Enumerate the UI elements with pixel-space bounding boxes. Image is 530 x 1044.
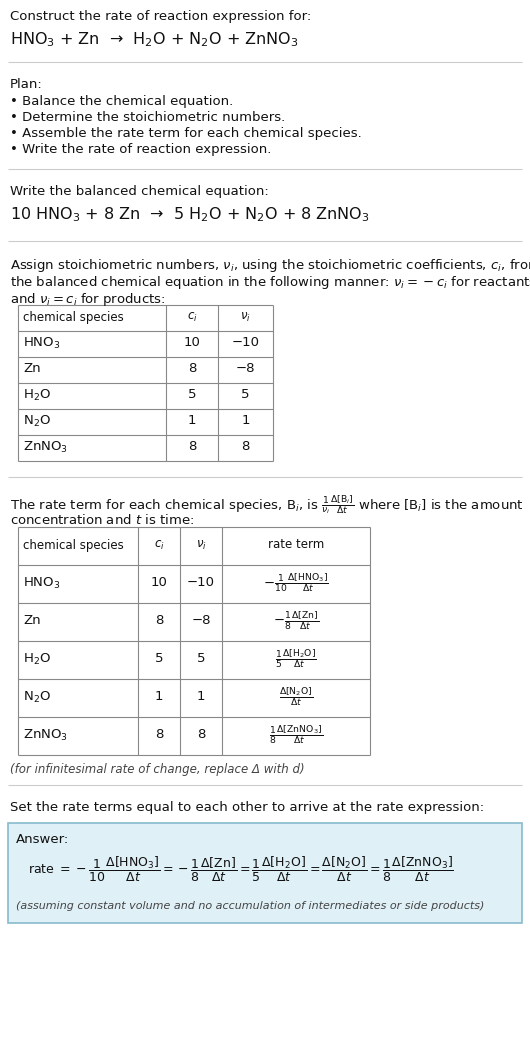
Text: $\frac{1}{8}\frac{\Delta[\mathrm{ZnNO_3}]}{\Delta t}$: $\frac{1}{8}\frac{\Delta[\mathrm{ZnNO_3}… bbox=[269, 723, 323, 746]
Text: 1: 1 bbox=[197, 690, 205, 704]
Text: rate term: rate term bbox=[268, 539, 324, 551]
Text: Write the balanced chemical equation:: Write the balanced chemical equation: bbox=[10, 185, 269, 198]
Text: 10: 10 bbox=[183, 336, 200, 350]
Text: 1: 1 bbox=[155, 690, 163, 704]
Text: The rate term for each chemical species, B$_i$, is $\frac{1}{\nu_i}\frac{\Delta[: The rate term for each chemical species,… bbox=[10, 493, 524, 516]
Text: 10: 10 bbox=[151, 576, 167, 590]
Text: 5: 5 bbox=[155, 652, 163, 665]
Text: Assign stoichiometric numbers, $\nu_i$, using the stoichiometric coefficients, $: Assign stoichiometric numbers, $\nu_i$, … bbox=[10, 257, 530, 274]
Text: (assuming constant volume and no accumulation of intermediates or side products): (assuming constant volume and no accumul… bbox=[16, 901, 484, 911]
Text: 5: 5 bbox=[197, 652, 205, 665]
Text: • Balance the chemical equation.: • Balance the chemical equation. bbox=[10, 95, 233, 108]
Text: 8: 8 bbox=[241, 441, 250, 453]
Text: −8: −8 bbox=[191, 615, 211, 627]
Text: Answer:: Answer: bbox=[16, 833, 69, 846]
Text: • Assemble the rate term for each chemical species.: • Assemble the rate term for each chemic… bbox=[10, 127, 362, 140]
Text: 8: 8 bbox=[197, 729, 205, 741]
Text: 8: 8 bbox=[188, 441, 196, 453]
Text: 1: 1 bbox=[188, 414, 196, 427]
Text: 8: 8 bbox=[188, 362, 196, 376]
FancyBboxPatch shape bbox=[8, 823, 522, 923]
Text: • Determine the stoichiometric numbers.: • Determine the stoichiometric numbers. bbox=[10, 111, 285, 124]
Text: H$_2$O: H$_2$O bbox=[23, 651, 51, 666]
Text: • Write the rate of reaction expression.: • Write the rate of reaction expression. bbox=[10, 143, 271, 156]
Text: Construct the rate of reaction expression for:: Construct the rate of reaction expressio… bbox=[10, 10, 311, 23]
Text: ZnNO$_3$: ZnNO$_3$ bbox=[23, 728, 68, 742]
Text: $\frac{1}{5}\frac{\Delta[\mathrm{H_2O}]}{\Delta t}$: $\frac{1}{5}\frac{\Delta[\mathrm{H_2O}]}… bbox=[275, 647, 317, 670]
Text: (for infinitesimal rate of change, replace Δ with d): (for infinitesimal rate of change, repla… bbox=[10, 763, 305, 776]
Text: −8: −8 bbox=[236, 362, 255, 376]
Text: concentration and $t$ is time:: concentration and $t$ is time: bbox=[10, 513, 194, 527]
Text: $c_i$: $c_i$ bbox=[187, 310, 197, 324]
Text: chemical species: chemical species bbox=[23, 539, 123, 551]
Text: $-\frac{1}{10}\frac{\Delta[\mathrm{HNO_3}]}{\Delta t}$: $-\frac{1}{10}\frac{\Delta[\mathrm{HNO_3… bbox=[263, 571, 329, 594]
Text: $\frac{\Delta[\mathrm{N_2O}]}{\Delta t}$: $\frac{\Delta[\mathrm{N_2O}]}{\Delta t}$ bbox=[279, 686, 313, 709]
Text: H$_2$O: H$_2$O bbox=[23, 387, 51, 403]
Text: 10 HNO$_3$ + 8 Zn  →  5 H$_2$O + N$_2$O + 8 ZnNO$_3$: 10 HNO$_3$ + 8 Zn → 5 H$_2$O + N$_2$O + … bbox=[10, 205, 370, 223]
Text: Plan:: Plan: bbox=[10, 78, 43, 91]
Text: $\nu_i$: $\nu_i$ bbox=[196, 539, 206, 551]
Text: 8: 8 bbox=[155, 615, 163, 627]
Text: chemical species: chemical species bbox=[23, 310, 123, 324]
Text: HNO$_3$ + Zn  →  H$_2$O + N$_2$O + ZnNO$_3$: HNO$_3$ + Zn → H$_2$O + N$_2$O + ZnNO$_3… bbox=[10, 30, 298, 49]
Text: −10: −10 bbox=[187, 576, 215, 590]
Text: 5: 5 bbox=[241, 388, 250, 402]
Text: N$_2$O: N$_2$O bbox=[23, 689, 51, 705]
Text: HNO$_3$: HNO$_3$ bbox=[23, 335, 60, 351]
Text: HNO$_3$: HNO$_3$ bbox=[23, 575, 60, 591]
Text: Set the rate terms equal to each other to arrive at the rate expression:: Set the rate terms equal to each other t… bbox=[10, 801, 484, 814]
Text: ZnNO$_3$: ZnNO$_3$ bbox=[23, 440, 68, 454]
Text: $c_i$: $c_i$ bbox=[154, 539, 164, 551]
Text: −10: −10 bbox=[232, 336, 260, 350]
Text: $\nu_i$: $\nu_i$ bbox=[240, 310, 251, 324]
Text: $-\frac{1}{8}\frac{\Delta[\mathrm{Zn}]}{\Delta t}$: $-\frac{1}{8}\frac{\Delta[\mathrm{Zn}]}{… bbox=[273, 610, 319, 632]
Text: N$_2$O: N$_2$O bbox=[23, 413, 51, 428]
Text: and $\nu_i = c_i$ for products:: and $\nu_i = c_i$ for products: bbox=[10, 291, 165, 308]
Text: the balanced chemical equation in the following manner: $\nu_i = -c_i$ for react: the balanced chemical equation in the fo… bbox=[10, 274, 530, 291]
Text: Zn: Zn bbox=[23, 362, 41, 376]
Text: 1: 1 bbox=[241, 414, 250, 427]
Text: 8: 8 bbox=[155, 729, 163, 741]
Text: Zn: Zn bbox=[23, 615, 41, 627]
Text: 5: 5 bbox=[188, 388, 196, 402]
Text: rate $= -\dfrac{1}{10}\dfrac{\Delta[\mathrm{HNO_3}]}{\Delta t} = -\dfrac{1}{8}\d: rate $= -\dfrac{1}{10}\dfrac{\Delta[\mat… bbox=[28, 855, 454, 884]
